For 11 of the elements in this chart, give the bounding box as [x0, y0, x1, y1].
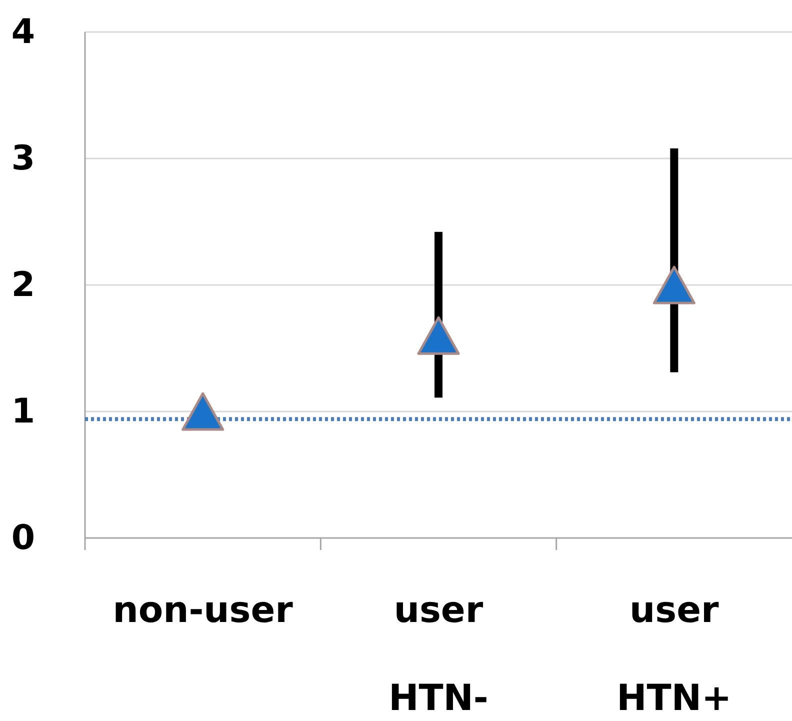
y-tick-label: 1: [11, 392, 35, 432]
y-tick-label: 4: [11, 12, 35, 52]
y-tick-label: 2: [11, 265, 35, 305]
y-tick-label: 3: [11, 138, 35, 178]
point: [182, 392, 224, 431]
y-tick-label: 0: [11, 518, 35, 558]
category-label: user HTN-: [388, 590, 488, 719]
x-tick-label: non-user: [112, 590, 294, 631]
point: [417, 316, 460, 355]
point: [652, 266, 696, 304]
category-label: user HTN+: [616, 590, 732, 719]
